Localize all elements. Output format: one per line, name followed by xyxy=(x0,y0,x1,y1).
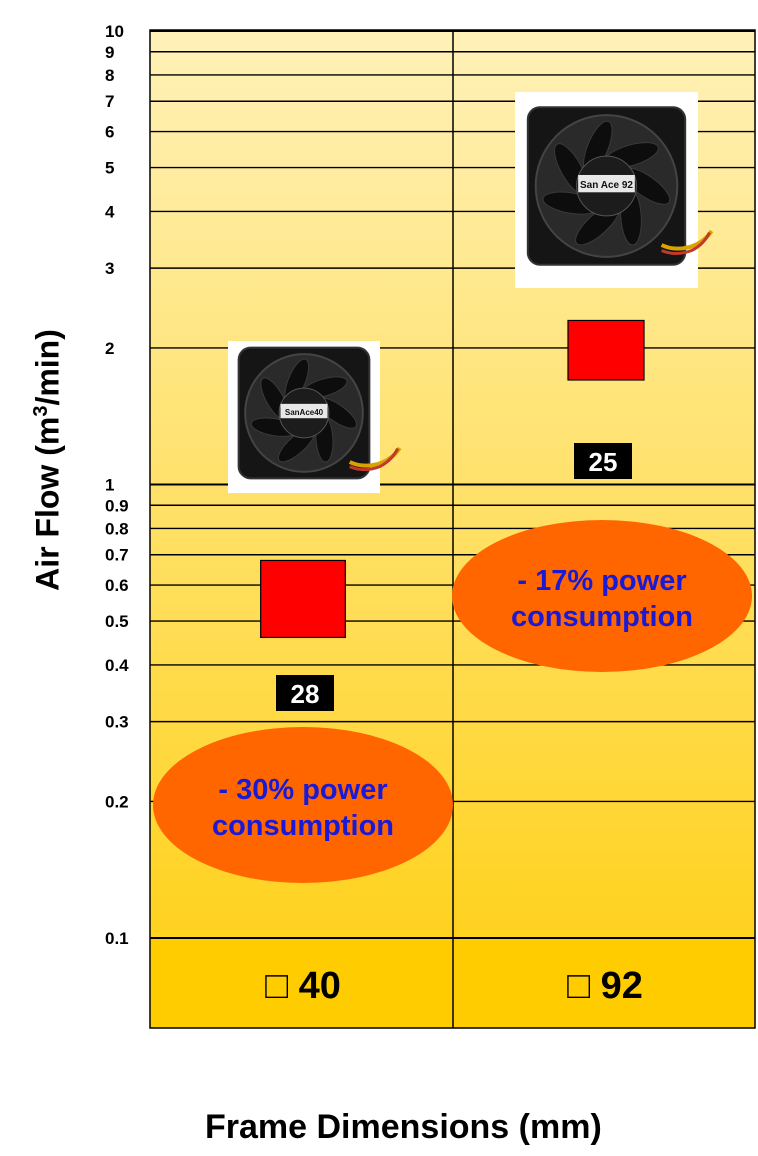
y-tick-label: 0.7 xyxy=(105,546,129,565)
y-tick-label: 0.1 xyxy=(105,929,129,948)
y-axis-label-wrap: Air Flow (m3/min) xyxy=(18,200,78,720)
y-tick-label: 0.4 xyxy=(105,656,129,675)
y-tick-label: 0.5 xyxy=(105,612,129,631)
callout-text-line2: consumption xyxy=(212,810,394,842)
y-tick-label: 0.9 xyxy=(105,496,129,515)
fan-brand-text: San Ace 92 xyxy=(580,180,633,191)
data-point-marker xyxy=(260,559,346,639)
fan-label-sticker xyxy=(280,403,328,419)
y-tick-label: 10 xyxy=(105,22,124,41)
data-label: 25 xyxy=(589,447,618,477)
y-tick-label: 1 xyxy=(105,476,114,495)
category-label: □ 92 xyxy=(567,965,643,1007)
y-tick-label: 0.8 xyxy=(105,519,129,538)
category-label: □ 40 xyxy=(265,965,341,1007)
fan-brand-text: SanAce40 xyxy=(285,408,324,417)
y-tick-label: 8 xyxy=(105,66,114,85)
y-axis-label: Air Flow (m3/min) xyxy=(29,329,66,591)
y-tick-label: 2 xyxy=(105,339,114,358)
fan-wire-red xyxy=(349,447,400,472)
callout-text-line2: consumption xyxy=(511,601,693,633)
y-tick-label: 0.2 xyxy=(105,792,129,811)
y-tick-label: 6 xyxy=(105,123,114,142)
y-tick-label: 0.3 xyxy=(105,713,129,732)
data-label: 28 xyxy=(291,679,320,709)
y-tick-label: 5 xyxy=(105,159,114,178)
y-tick-label: 9 xyxy=(105,43,114,62)
fan-wire-red xyxy=(660,231,711,256)
fan-label-sticker xyxy=(578,174,635,193)
callout-text-line1: - 30% power xyxy=(218,774,387,806)
y-tick-label: 3 xyxy=(105,259,114,278)
y-tick-label: 0.6 xyxy=(105,576,129,595)
callout-text-line1: - 17% power xyxy=(517,565,686,597)
data-label-box xyxy=(574,443,632,479)
data-label-box xyxy=(276,675,334,711)
callout-ellipse xyxy=(153,727,453,883)
y-tick-label: 7 xyxy=(105,92,114,111)
x-axis-label: Frame Dimensions (mm) xyxy=(205,1108,602,1146)
data-point-marker xyxy=(567,319,645,381)
callout-ellipse xyxy=(452,520,752,672)
y-tick-label: 4 xyxy=(105,202,115,221)
